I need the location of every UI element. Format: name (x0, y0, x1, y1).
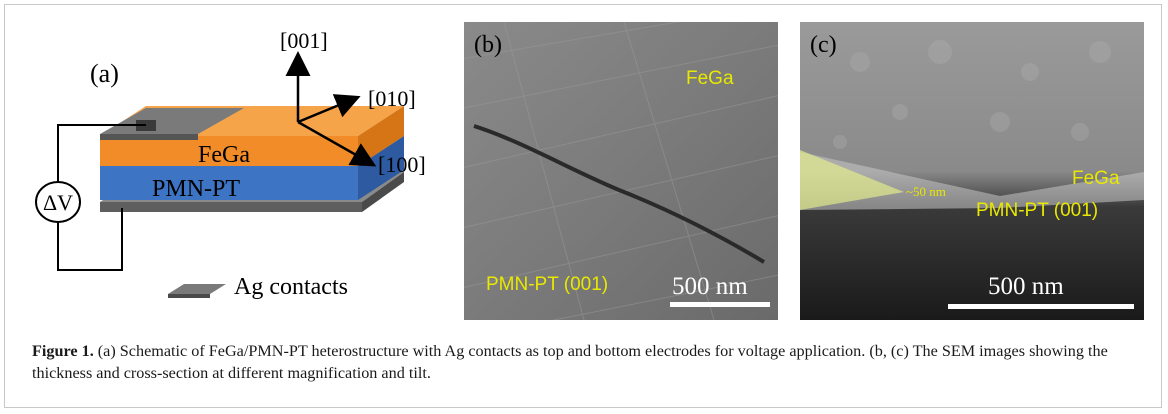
caption-lead: Figure 1. (32, 342, 94, 360)
legend-contact-edge (168, 294, 210, 298)
caption-text: (a) Schematic of FeGa/PMN-PT heterostruc… (32, 342, 1108, 382)
axis-100-arrow (297, 120, 377, 167)
panel-a-schematic: ΔV [001] [010] [100] (a) FeGa PMN-PT Ag … (18, 22, 448, 320)
top-contact-front (100, 134, 198, 140)
schematic-svg: ΔV [001] [010] [100] (a) FeGa PMN-PT Ag … (35, 28, 426, 300)
sem-c-scale-label: 500 nm (988, 273, 1064, 300)
bottom-electrode-front (100, 202, 362, 212)
panel-c-sem-image: (c) ~50 nm FeGa PMN-PT (001) 500 nm (800, 22, 1144, 320)
panel-c-label: (c) (810, 32, 837, 58)
legend-contact-icon (168, 284, 226, 294)
axis-010-arrow (297, 94, 361, 124)
pmnpt-side-face (358, 136, 404, 200)
sem-b-pmnpt-label: PMN-PT (001) (486, 274, 608, 295)
axis-010-label: [010] (368, 86, 416, 111)
figure-frame (4, 4, 1162, 408)
voltage-source-icon (35, 181, 81, 223)
panel-a-label: (a) (90, 59, 119, 88)
sem-b-fega-label: FeGa (686, 68, 734, 89)
sem-b-svg: (b) FeGa PMN-PT (001) 500 nm (464, 22, 778, 320)
sem-c-svg: (c) ~50 nm FeGa PMN-PT (001) 500 nm (800, 22, 1144, 320)
legend-label: Ag contacts (234, 274, 348, 300)
sem-b-interface-line (473, 124, 766, 264)
sem-c-pmnpt-label: PMN-PT (001) (976, 200, 1098, 221)
sem-c-texture (833, 40, 1111, 149)
wire-bottom (57, 208, 123, 271)
sem-c-thickness-label: ~50 nm (906, 184, 946, 199)
pmnpt-front-face (100, 166, 358, 200)
pmnpt-layer-label: PMN-PT (152, 176, 240, 202)
sem-b-scale-label: 500 nm (672, 273, 748, 300)
fega-front-face (100, 136, 358, 166)
sem-c-film-edge (800, 152, 1144, 210)
axis-001-label: [001] (280, 28, 328, 53)
fega-layer-label: FeGa (198, 142, 250, 168)
voltage-label: ΔV (43, 190, 73, 215)
bottom-electrode-side (362, 172, 404, 212)
panel-b-sem-image: (b) FeGa PMN-PT (001) 500 nm (464, 22, 778, 320)
panel-b-label: (b) (474, 32, 502, 58)
sem-c-fega-label: FeGa (1072, 168, 1120, 189)
sem-c-scale-bar (948, 304, 1134, 309)
sem-b-scale-bar (670, 302, 770, 307)
figure-caption: Figure 1. (a) Schematic of FeGa/PMN-PT h… (32, 340, 1142, 384)
sem-b-background (464, 22, 778, 320)
sem-c-highlight-wedge (800, 150, 904, 210)
wire-top (57, 124, 146, 182)
axis-100-label: [100] (378, 152, 426, 177)
